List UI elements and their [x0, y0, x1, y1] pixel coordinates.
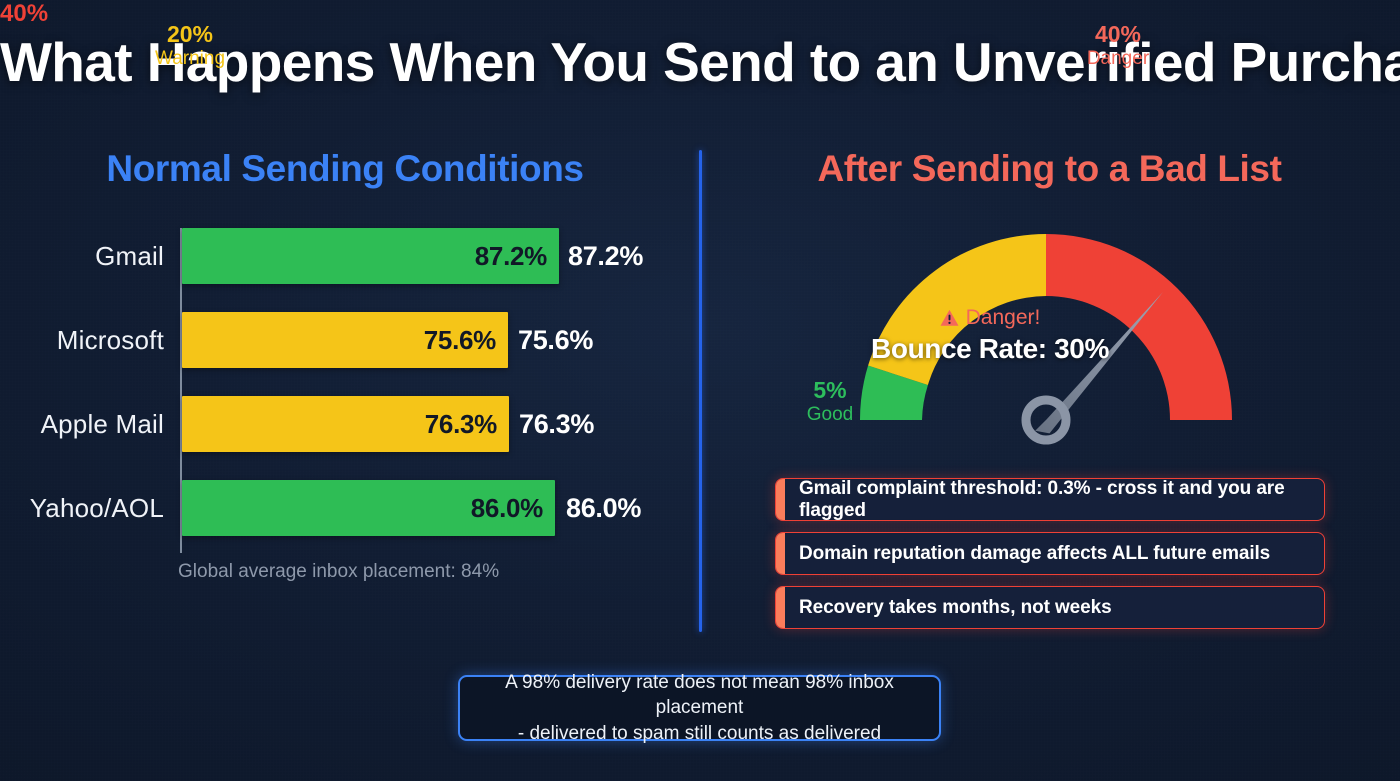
gauge-warning-name: Warning	[154, 47, 226, 69]
table-row: Yahoo/AOL 86.0% 86.0%	[0, 480, 699, 536]
gauge-warning-value: 20%	[166, 21, 214, 47]
gauge-danger-name: Danger	[1086, 47, 1150, 69]
gauge-label-good: 5% Good	[790, 377, 870, 425]
list-item: Recovery takes months, not weeks	[775, 586, 1325, 629]
chart-y-axis	[180, 228, 182, 553]
gauge-label-warning: 20% Warning	[130, 21, 250, 69]
bar-label-microsoft: Microsoft	[56, 324, 164, 355]
bar-fill-yahoo-aol: 86.0%	[182, 480, 555, 536]
left-panel: Normal Sending Conditions Gmail 87.2% 87…	[0, 0, 699, 781]
warning-text: Domain reputation damage affects ALL fut…	[799, 542, 1271, 564]
bar-track-yahoo-aol: 86.0%	[182, 480, 555, 536]
bar-track-microsoft: 75.6%	[182, 312, 508, 368]
warning-accent-bar	[776, 533, 785, 574]
panel-divider	[699, 150, 702, 632]
bar-inner-value-yahoo-aol: 86.0%	[470, 492, 544, 523]
table-row: Apple Mail 76.3% 76.3%	[0, 396, 699, 452]
warning-triangle-icon	[940, 309, 959, 326]
gauge-center-readout: Danger! Bounce Rate: 30%	[820, 306, 1160, 365]
bar-outer-value-apple-mail: 76.3%	[519, 408, 595, 439]
gauge-status-label: Danger!	[965, 306, 1041, 329]
table-row: Gmail 87.2% 87.2%	[0, 228, 699, 284]
gauge-good-value: 5%	[813, 377, 847, 403]
table-row: Microsoft 75.6% 75.6%	[0, 312, 699, 368]
page-title: What Happens When You Send to an Unverif…	[0, 31, 1400, 93]
chart-footnote: Global average inbox placement: 84%	[178, 561, 500, 582]
gauge-bounce-rate-readout: Bounce Rate: 30%	[871, 333, 1109, 364]
warning-card-list: Gmail complaint threshold: 0.3% - cross …	[775, 478, 1325, 640]
bar-label-yahoo-aol: Yahoo/AOL	[29, 492, 164, 523]
right-panel-heading: After Sending to a Bad List	[817, 148, 1282, 189]
bar-inner-value-microsoft: 75.6%	[423, 324, 497, 355]
gauge-status: Danger!	[820, 306, 1160, 330]
left-panel-heading: Normal Sending Conditions	[106, 148, 584, 189]
gauge-needle	[1021, 292, 1163, 445]
gauge-danger-value: 40%	[1094, 21, 1142, 47]
bar-inner-value-gmail: 87.2%	[474, 240, 548, 271]
bar-outer-value-gmail: 87.2%	[568, 240, 644, 271]
gauge-label-danger: 40% Danger	[1058, 21, 1178, 69]
warning-accent-bar	[776, 479, 785, 520]
bar-fill-microsoft: 75.6%	[182, 312, 508, 368]
warning-text: Gmail complaint threshold: 0.3% - cross …	[799, 478, 1285, 521]
inbox-placement-bar-chart: Gmail 87.2% 87.2% Microsoft 75.6% 75.6%	[0, 222, 699, 562]
bar-label-apple-mail: Apple Mail	[40, 408, 164, 439]
bounce-rate-gauge: 20% Warning 40% Danger 5% Good 40% Dange…	[0, 0, 1400, 445]
bar-fill-gmail: 87.2%	[182, 228, 559, 284]
gauge-good-name: Good	[806, 403, 854, 425]
bar-inner-value-apple-mail: 76.3%	[424, 408, 498, 439]
warning-text: Recovery takes months, not weeks	[799, 596, 1112, 618]
gauge-band-good	[859, 365, 928, 420]
right-panel: After Sending to a Bad List	[699, 0, 1400, 781]
warning-accent-bar	[776, 587, 785, 628]
list-item: Domain reputation damage affects ALL fut…	[775, 532, 1325, 575]
bar-track-apple-mail: 76.3%	[182, 396, 509, 452]
list-item: Gmail complaint threshold: 0.3% - cross …	[775, 478, 1325, 521]
bar-fill-apple-mail: 76.3%	[182, 396, 509, 452]
footer-line-1: A 98% delivery rate does not mean 98% in…	[505, 671, 894, 719]
gauge-band-danger	[1046, 234, 1232, 420]
gauge-band-warning	[868, 234, 1046, 385]
footer-line-2: - delivered to spam still counts as deli…	[517, 722, 882, 744]
bar-track-gmail: 87.2%	[182, 228, 559, 284]
footer-callout: A 98% delivery rate does not mean 98% in…	[458, 671, 941, 744]
bar-outer-value-yahoo-aol: 86.0%	[566, 492, 642, 523]
gauge-max-label: 40%	[0, 0, 49, 27]
bar-outer-value-microsoft: 75.6%	[518, 324, 594, 355]
bar-label-gmail: Gmail	[95, 240, 164, 271]
